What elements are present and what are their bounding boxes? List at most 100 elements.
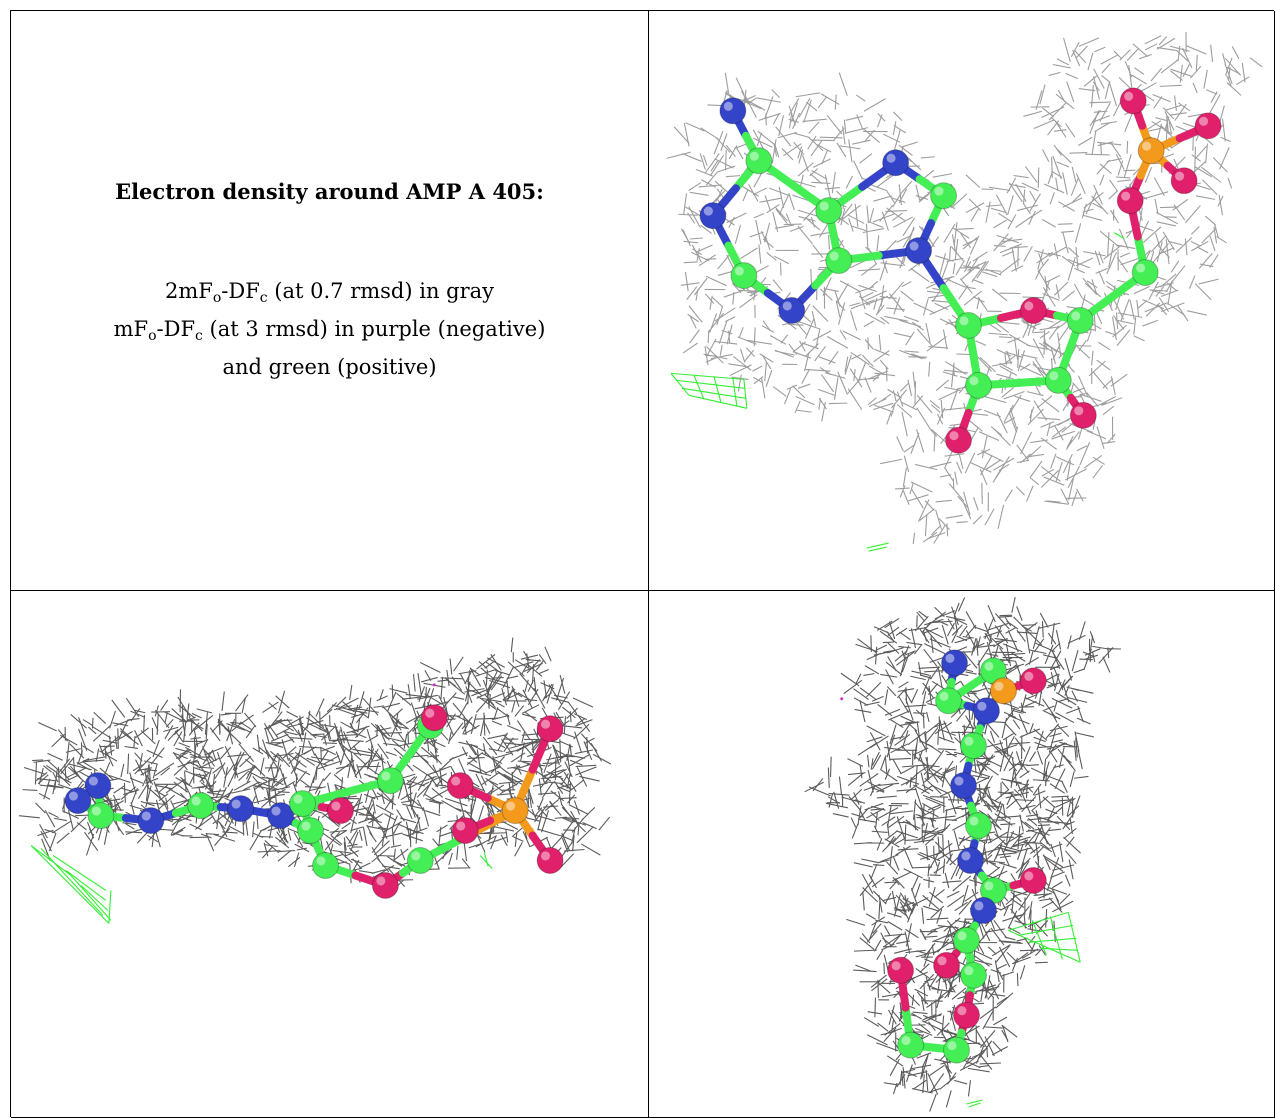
mesh-segment (706, 346, 724, 364)
mesh-segment (810, 231, 831, 237)
mesh-segment (439, 831, 453, 837)
mesh-segment (864, 701, 880, 706)
mesh-segment (942, 329, 948, 350)
mesh-segment (520, 742, 525, 762)
mesh-segment (216, 810, 221, 830)
mesh-segment (1023, 246, 1033, 262)
mesh-segment (944, 872, 950, 889)
mesh-segment (681, 153, 702, 162)
atom-N (137, 807, 165, 835)
mesh-segment (1051, 739, 1064, 744)
mesh-segment (979, 796, 996, 811)
mesh-segment (1143, 93, 1155, 102)
mesh-segment (247, 770, 268, 782)
mesh-segment (1014, 395, 1031, 402)
mesh-segment (560, 834, 574, 842)
mesh-segment (916, 991, 929, 1005)
mesh-segment (405, 821, 411, 841)
mesh-segment (64, 763, 67, 781)
mesh-segment (143, 714, 146, 732)
mesh-segment (1042, 149, 1050, 162)
mesh-segment (1173, 204, 1186, 221)
mesh-segment (573, 713, 588, 721)
mesh-segment (1050, 453, 1057, 469)
mesh-segment (419, 661, 441, 673)
mesh-segment (448, 722, 464, 742)
mesh-segment (913, 644, 923, 655)
mesh-segment (959, 1060, 979, 1071)
mesh-segment (1035, 90, 1043, 110)
mesh-segment (493, 740, 506, 749)
mesh-segment (293, 831, 304, 848)
mesh-segment (1138, 53, 1152, 60)
mesh-segment (874, 997, 877, 1018)
mesh-segment (793, 132, 810, 139)
atom-C (1131, 259, 1159, 287)
mesh-segment (82, 745, 94, 754)
mesh-segment (915, 967, 930, 979)
mesh-segment (1041, 466, 1061, 482)
mesh-segment (886, 686, 897, 697)
mesh-segment (741, 185, 760, 197)
mesh-segment (859, 807, 870, 819)
mesh-segment (864, 312, 886, 325)
mesh-segment (977, 647, 990, 666)
mesh-segment (735, 77, 745, 95)
mesh-segment (922, 1014, 943, 1025)
mesh-segment (1048, 246, 1067, 258)
mesh-segment (725, 175, 741, 178)
mesh-segment (809, 173, 823, 185)
mesh-segment (447, 819, 459, 823)
mesh-segment (1021, 182, 1039, 192)
mesh-segment (817, 96, 828, 109)
mesh-segment (390, 717, 402, 731)
mesh-segment (705, 356, 718, 363)
mesh-segment (152, 764, 158, 779)
atom-O (371, 871, 399, 899)
mesh-segment (1029, 193, 1041, 212)
mesh-segment (1201, 166, 1222, 183)
mesh-segment (1184, 238, 1188, 256)
mesh-segment (880, 932, 887, 944)
mesh-segment (1055, 177, 1059, 191)
mesh-segment (955, 260, 965, 276)
mesh-segment (876, 949, 884, 960)
atom-highlight (961, 851, 971, 861)
mesh-segment (192, 766, 212, 774)
mesh-segment (1048, 71, 1061, 77)
mesh-segment (901, 411, 908, 437)
mesh-segment (1003, 751, 1014, 772)
mesh-segment (866, 205, 870, 223)
mesh-segment (144, 770, 149, 790)
mesh-segment (871, 754, 882, 770)
mesh-segment (857, 377, 879, 381)
mesh-segment (275, 776, 288, 787)
atom-highlight (984, 661, 994, 671)
mesh-segment (505, 750, 517, 754)
mesh-segment (814, 346, 826, 362)
mesh-segment (252, 832, 264, 839)
atom-N (719, 97, 747, 125)
mesh-segment (756, 132, 763, 147)
mesh-segment (801, 342, 819, 350)
mesh-segment (903, 443, 916, 453)
mesh-segment (268, 777, 283, 792)
mesh-segment (896, 1074, 906, 1088)
mesh-segment (965, 1025, 980, 1035)
mesh-segment (300, 779, 312, 789)
mesh-segment (1042, 654, 1057, 659)
mesh-segment (883, 649, 896, 653)
mesh-segment (1011, 426, 1019, 444)
mesh-segment (884, 757, 888, 774)
mesh-segment (893, 297, 901, 315)
mesh-segment (125, 823, 135, 830)
mesh-segment (1001, 717, 1008, 739)
mesh-segment (160, 767, 171, 776)
mesh-segment (683, 193, 688, 215)
mesh-segment (504, 692, 520, 701)
mesh-segment (1017, 826, 1021, 850)
mesh-segment (1019, 770, 1030, 779)
mesh-segment (1210, 44, 1214, 63)
mesh-segment (1056, 321, 1068, 330)
mesh-segment (838, 72, 848, 96)
